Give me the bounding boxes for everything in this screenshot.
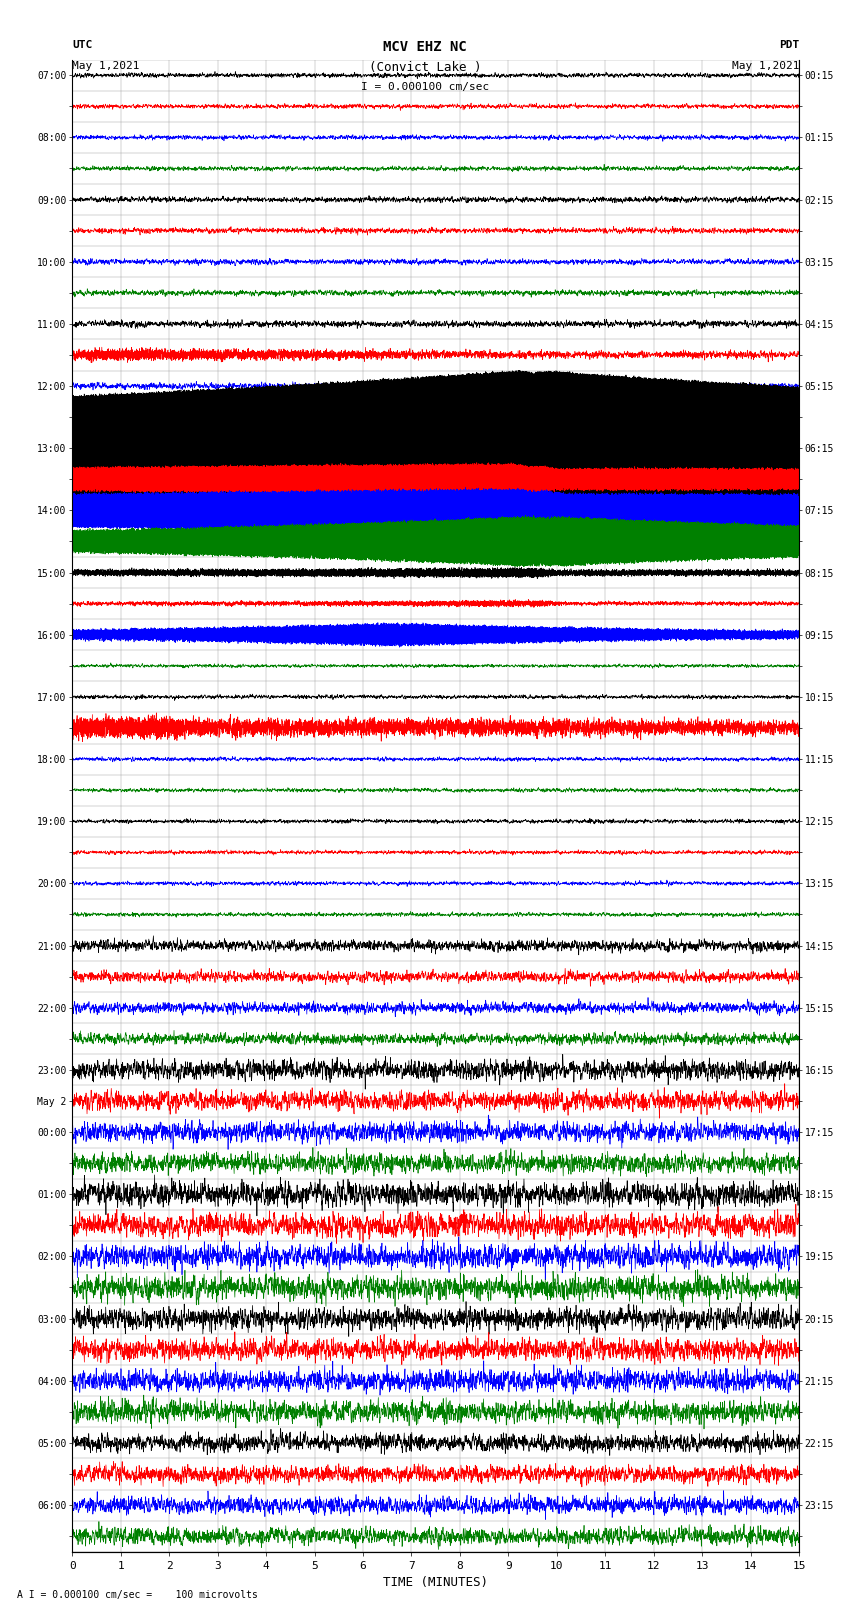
X-axis label: TIME (MINUTES): TIME (MINUTES) xyxy=(383,1576,488,1589)
Text: May 1,2021: May 1,2021 xyxy=(72,61,139,71)
Text: A I = 0.000100 cm/sec =    100 microvolts: A I = 0.000100 cm/sec = 100 microvolts xyxy=(17,1590,258,1600)
Text: May 1,2021: May 1,2021 xyxy=(732,61,799,71)
Text: MCV EHZ NC: MCV EHZ NC xyxy=(383,40,467,55)
Text: UTC: UTC xyxy=(72,40,93,50)
Text: PDT: PDT xyxy=(779,40,799,50)
Text: (Convict Lake ): (Convict Lake ) xyxy=(369,61,481,74)
Text: I = 0.000100 cm/sec: I = 0.000100 cm/sec xyxy=(361,82,489,92)
